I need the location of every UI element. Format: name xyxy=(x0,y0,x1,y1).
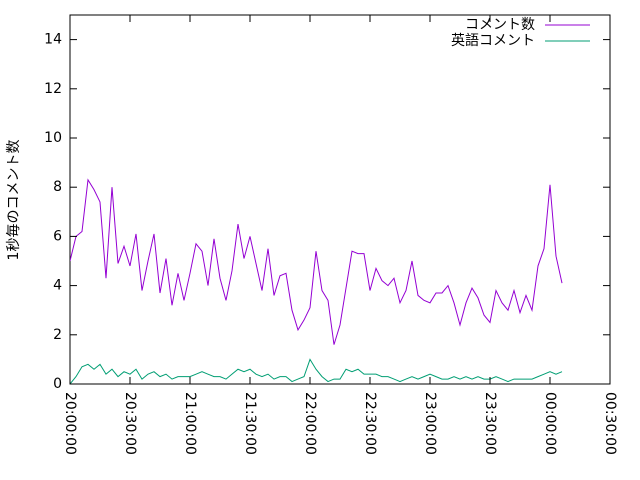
x-tick-label: 00:30:00 xyxy=(602,392,618,455)
x-tick-label: 22:00:00 xyxy=(302,392,318,455)
x-tick-label: 23:30:00 xyxy=(482,392,498,455)
y-tick-label: 10 xyxy=(44,130,62,146)
x-tick-label: 21:30:00 xyxy=(242,392,258,455)
y-tick-label: 4 xyxy=(53,278,62,294)
x-tick-label: 23:00:00 xyxy=(422,392,438,455)
x-tick-label: 21:00:00 xyxy=(182,392,198,455)
legend-label: 英語コメント xyxy=(451,32,535,49)
series-line xyxy=(70,178,563,345)
y-axis-label: 1秒毎のコメント数 xyxy=(6,140,22,261)
plot-frame xyxy=(69,14,611,385)
y-tick-label: 2 xyxy=(53,327,62,343)
y-tick-label: 12 xyxy=(44,81,62,97)
x-tick-label: 00:00:00 xyxy=(542,392,558,455)
y-tick-label: 6 xyxy=(53,228,62,244)
legend-label: コメント数 xyxy=(465,17,535,33)
x-tick-label: 20:30:00 xyxy=(122,392,138,455)
x-tick-label: 20:00:00 xyxy=(62,392,78,455)
series-line xyxy=(70,358,563,384)
y-tick-label: 0 xyxy=(53,376,62,392)
x-tick-label: 22:30:00 xyxy=(362,392,378,455)
y-tick-label: 8 xyxy=(53,179,62,195)
y-tick-label: 14 xyxy=(44,32,62,48)
